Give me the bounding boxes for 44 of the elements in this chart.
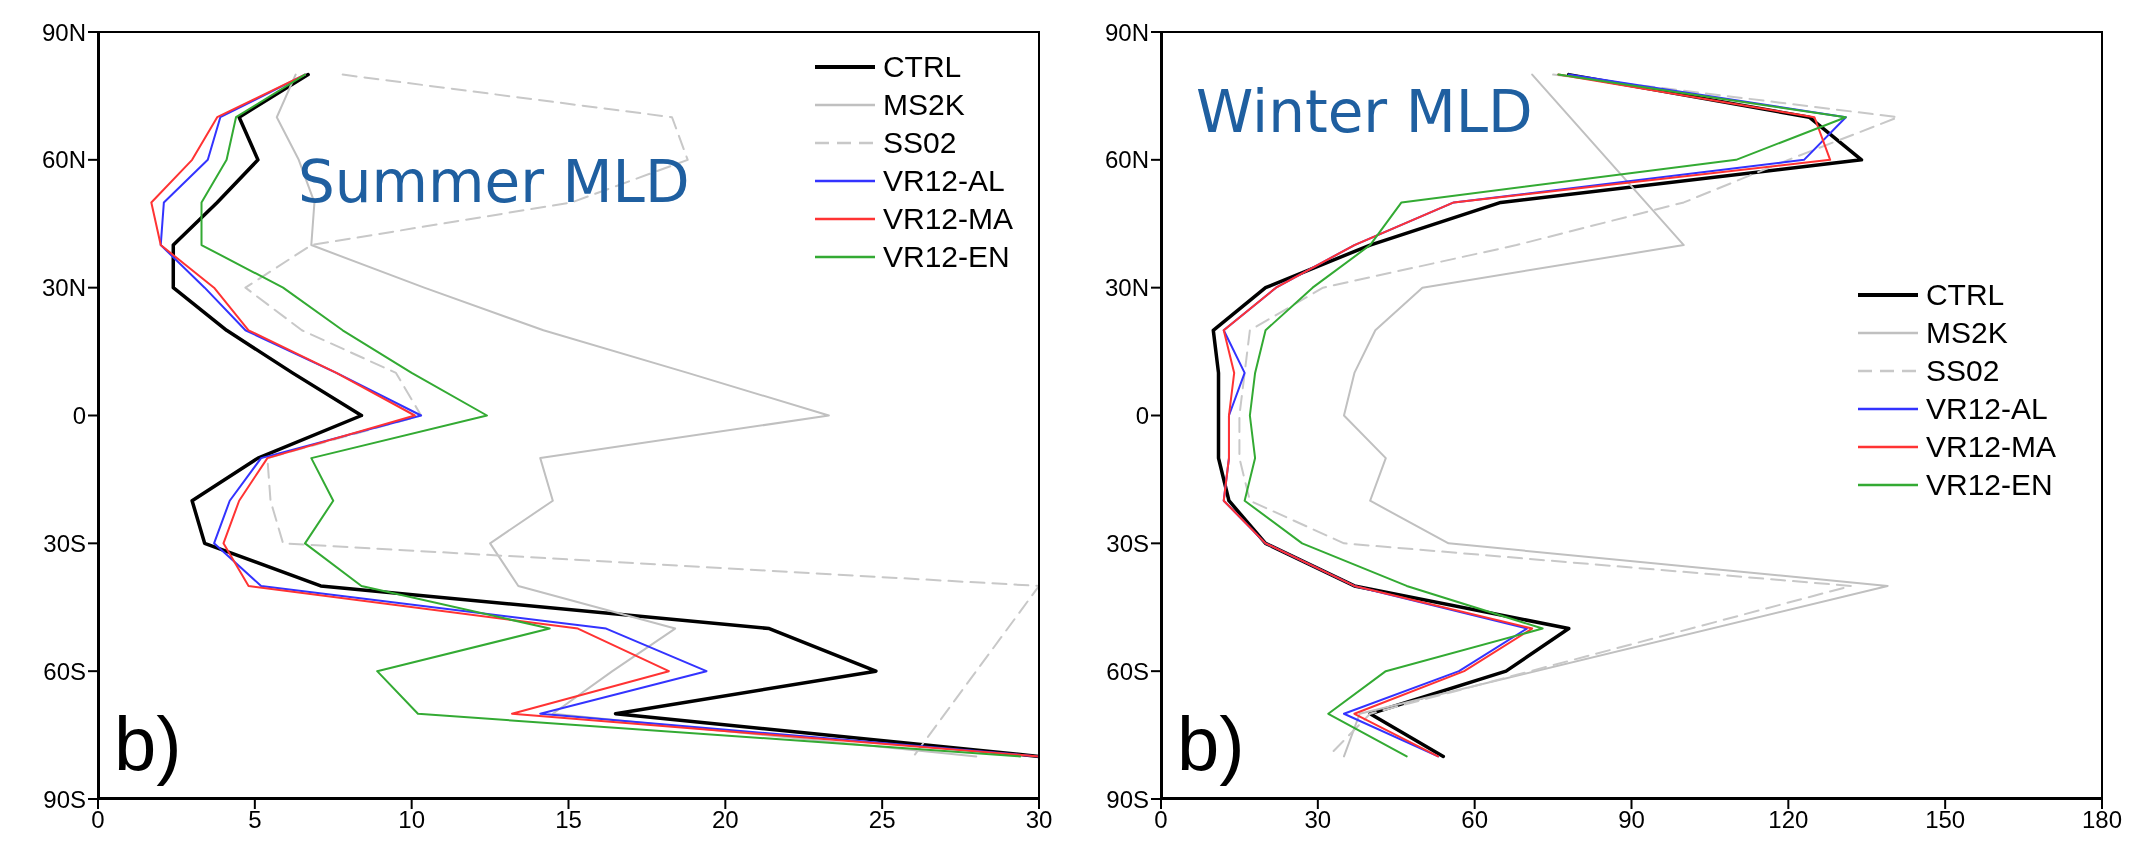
x-tick-label: 90 xyxy=(1618,806,1645,834)
legend-label: VR12-EN xyxy=(882,239,1010,275)
y-tick-label: 90N xyxy=(41,18,86,46)
legend-label: MS2K xyxy=(1925,315,2008,351)
legend-label: VR12-AL xyxy=(1925,391,2048,427)
x-tick-label: 150 xyxy=(1925,806,1966,834)
x-tick-label: 0 xyxy=(1154,806,1168,834)
x-tick-label: 15 xyxy=(555,806,582,834)
legend-label: VR12-EN xyxy=(1925,467,2053,503)
y-tick-label: 0 xyxy=(1135,402,1149,430)
y-tick-label: 60N xyxy=(41,146,86,174)
y-tick-label: 30N xyxy=(1104,274,1149,302)
text: Winter MLD xyxy=(1196,78,1533,146)
y-tick-label: 60S xyxy=(43,657,86,685)
x-tick-label: 180 xyxy=(2081,806,2123,834)
legend-label: MS2K xyxy=(882,87,965,123)
y-tick-label: 60N xyxy=(1104,146,1149,174)
x-tick-label: 30 xyxy=(1304,806,1332,834)
x-tick-label: 5 xyxy=(248,806,262,834)
x-tick-label: 10 xyxy=(398,806,426,834)
y-tick-label: 30S xyxy=(1106,529,1149,557)
y-tick-label: 90N xyxy=(1104,18,1149,46)
x-tick-label: 60 xyxy=(1461,806,1489,834)
legend-label: VR12-MA xyxy=(1925,429,2056,465)
y-tick-label: 30S xyxy=(43,529,86,557)
x-tick-label: 30 xyxy=(1025,806,1053,834)
legend-label: SS02 xyxy=(1925,353,2000,389)
x-tick-label: 20 xyxy=(711,806,739,834)
legend-label: VR12-AL xyxy=(882,163,1005,199)
x-tick-label: 120 xyxy=(1768,806,1809,834)
legend-label: SS02 xyxy=(882,125,957,161)
x-tick-label: 0 xyxy=(91,806,105,834)
x-tick-label: 25 xyxy=(868,806,896,834)
y-tick-label: 90S xyxy=(43,785,86,813)
annotation: b) xyxy=(114,700,182,788)
text: Summer MLD xyxy=(298,148,690,216)
y-tick-label: 90S xyxy=(1106,785,1149,813)
legend-label: VR12-MA xyxy=(882,201,1013,237)
y-tick-label: 60S xyxy=(1106,657,1149,685)
legend-label: CTRL xyxy=(882,49,962,85)
legend-label: CTRL xyxy=(1925,277,2005,313)
y-tick-label: 30N xyxy=(41,274,86,302)
annotation: b) xyxy=(1177,700,1245,788)
y-tick-label: 0 xyxy=(72,402,86,430)
